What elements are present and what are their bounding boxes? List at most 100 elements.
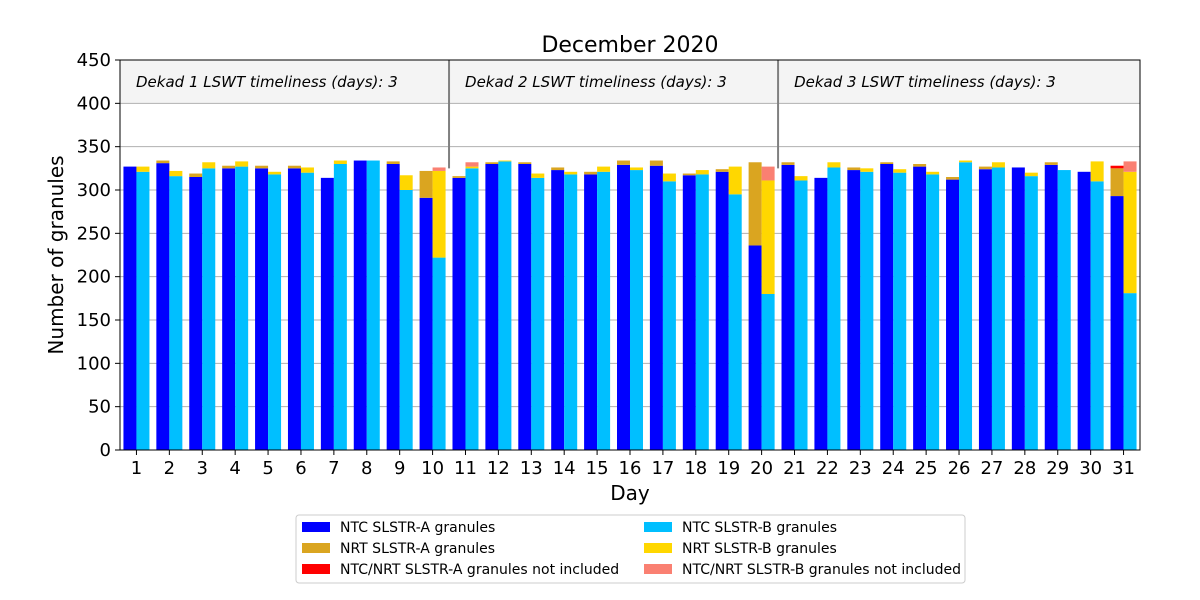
bar-segment — [794, 180, 808, 450]
bar-segment — [880, 162, 894, 164]
legend-swatch — [644, 522, 672, 532]
dekad-annotation: Dekad 2 LSWT timeliness (days): 3 — [465, 73, 727, 91]
x-tick-label: 23 — [849, 458, 872, 479]
bar-segment — [255, 168, 269, 451]
bar-segment — [1024, 176, 1038, 450]
bar-segment — [959, 162, 973, 450]
bar-segment — [649, 165, 663, 450]
bar-segment — [1077, 171, 1091, 451]
bar-segment — [847, 167, 861, 171]
legend-label: NTC SLSTR-A granules — [340, 520, 495, 536]
bar-segment — [268, 171, 282, 175]
bar-segment — [287, 165, 301, 169]
x-tick-label: 31 — [1112, 458, 1135, 479]
y-tick-label: 150 — [77, 310, 111, 331]
x-axis-label: Day — [610, 481, 650, 505]
x-tick-label: 4 — [229, 458, 240, 479]
x-tick-label: 21 — [783, 458, 806, 479]
x-tick-label: 30 — [1079, 458, 1102, 479]
bar-segment — [617, 164, 630, 450]
x-tick-label: 25 — [915, 458, 938, 479]
bar-segment — [695, 174, 709, 450]
bar-segment — [761, 180, 775, 294]
bar-segment — [827, 167, 841, 450]
bar-segment — [913, 166, 927, 450]
bar-segment — [630, 167, 643, 171]
bar-segment — [991, 167, 1005, 450]
legend-label: NTC SLSTR-B granules — [682, 520, 837, 536]
bar-segment — [353, 160, 367, 451]
bar-segment — [156, 163, 170, 450]
bar-segment — [564, 171, 578, 175]
bar-segment — [551, 167, 565, 171]
plot-frame — [119, 59, 1141, 451]
bar-segment — [222, 165, 236, 169]
bar-segment — [498, 161, 512, 450]
legend-label: NRT SLSTR-A granules — [340, 541, 495, 557]
bar-segment — [913, 164, 927, 167]
x-tick-label: 12 — [487, 458, 510, 479]
bar-segment — [662, 173, 676, 182]
bar-segment — [518, 162, 532, 164]
bar-segment — [136, 166, 150, 172]
bar-segment — [551, 170, 565, 451]
x-tick-label: 1 — [131, 458, 142, 479]
bar-segment — [1110, 196, 1124, 450]
bar-segment — [156, 160, 170, 164]
bar-segment — [1011, 167, 1025, 450]
bar-segment — [893, 169, 907, 173]
bar-segment — [169, 176, 183, 450]
bar-segment — [649, 160, 663, 166]
x-tick-label: 24 — [882, 458, 905, 479]
bar-segment — [926, 171, 940, 175]
legend-swatch — [302, 564, 330, 574]
bar-segment — [300, 167, 314, 173]
bar-segment — [682, 173, 696, 176]
bar-segment — [1090, 161, 1104, 182]
bar-segment — [235, 161, 249, 167]
bar-segment — [465, 168, 479, 451]
dekad-annotation: Dekad 1 LSWT timeliness (days): 3 — [136, 73, 398, 91]
y-tick-label: 250 — [77, 223, 111, 244]
bar-segment — [300, 172, 314, 450]
bar-segment — [728, 166, 742, 195]
bar-segment — [189, 177, 203, 450]
x-tick-label: 20 — [750, 458, 773, 479]
legend-label: NRT SLSTR-B granules — [682, 541, 837, 557]
bar-segment — [432, 257, 446, 450]
bar-segment — [860, 168, 874, 172]
bar-segment — [465, 162, 479, 167]
bar-segment — [531, 177, 545, 450]
x-tick-label: 11 — [454, 458, 477, 479]
x-tick-label: 18 — [684, 458, 707, 479]
bar-segment — [432, 167, 446, 171]
legend-swatch — [302, 522, 330, 532]
bar-segment — [222, 168, 236, 451]
bar-segment — [255, 165, 269, 169]
bar-segment — [1110, 168, 1124, 197]
bar-segment — [202, 162, 216, 169]
bar-segment — [695, 170, 709, 175]
bar-segment — [584, 171, 598, 175]
y-tick-label: 350 — [77, 137, 111, 158]
bar-segment — [1090, 181, 1104, 451]
chart-title: December 2020 — [541, 33, 718, 58]
bar-segment — [399, 175, 413, 190]
bar-segment — [827, 162, 841, 168]
bar-segment — [333, 164, 347, 450]
bar-segment — [991, 162, 1005, 168]
x-tick-label: 3 — [197, 458, 208, 479]
bar-segment — [584, 174, 598, 450]
bar-segment — [202, 168, 216, 451]
bar-segment — [419, 170, 433, 198]
y-tick-label: 200 — [77, 267, 111, 288]
bar-segment — [662, 181, 676, 451]
bar-segment — [485, 164, 499, 450]
bar-segment — [268, 174, 282, 450]
bar-segment — [564, 174, 578, 450]
legend-label: NTC/NRT SLSTR-A granules not included — [340, 562, 619, 578]
x-tick-label: 19 — [717, 458, 740, 479]
bar-segment — [1057, 170, 1071, 451]
bar-segment — [761, 294, 775, 450]
